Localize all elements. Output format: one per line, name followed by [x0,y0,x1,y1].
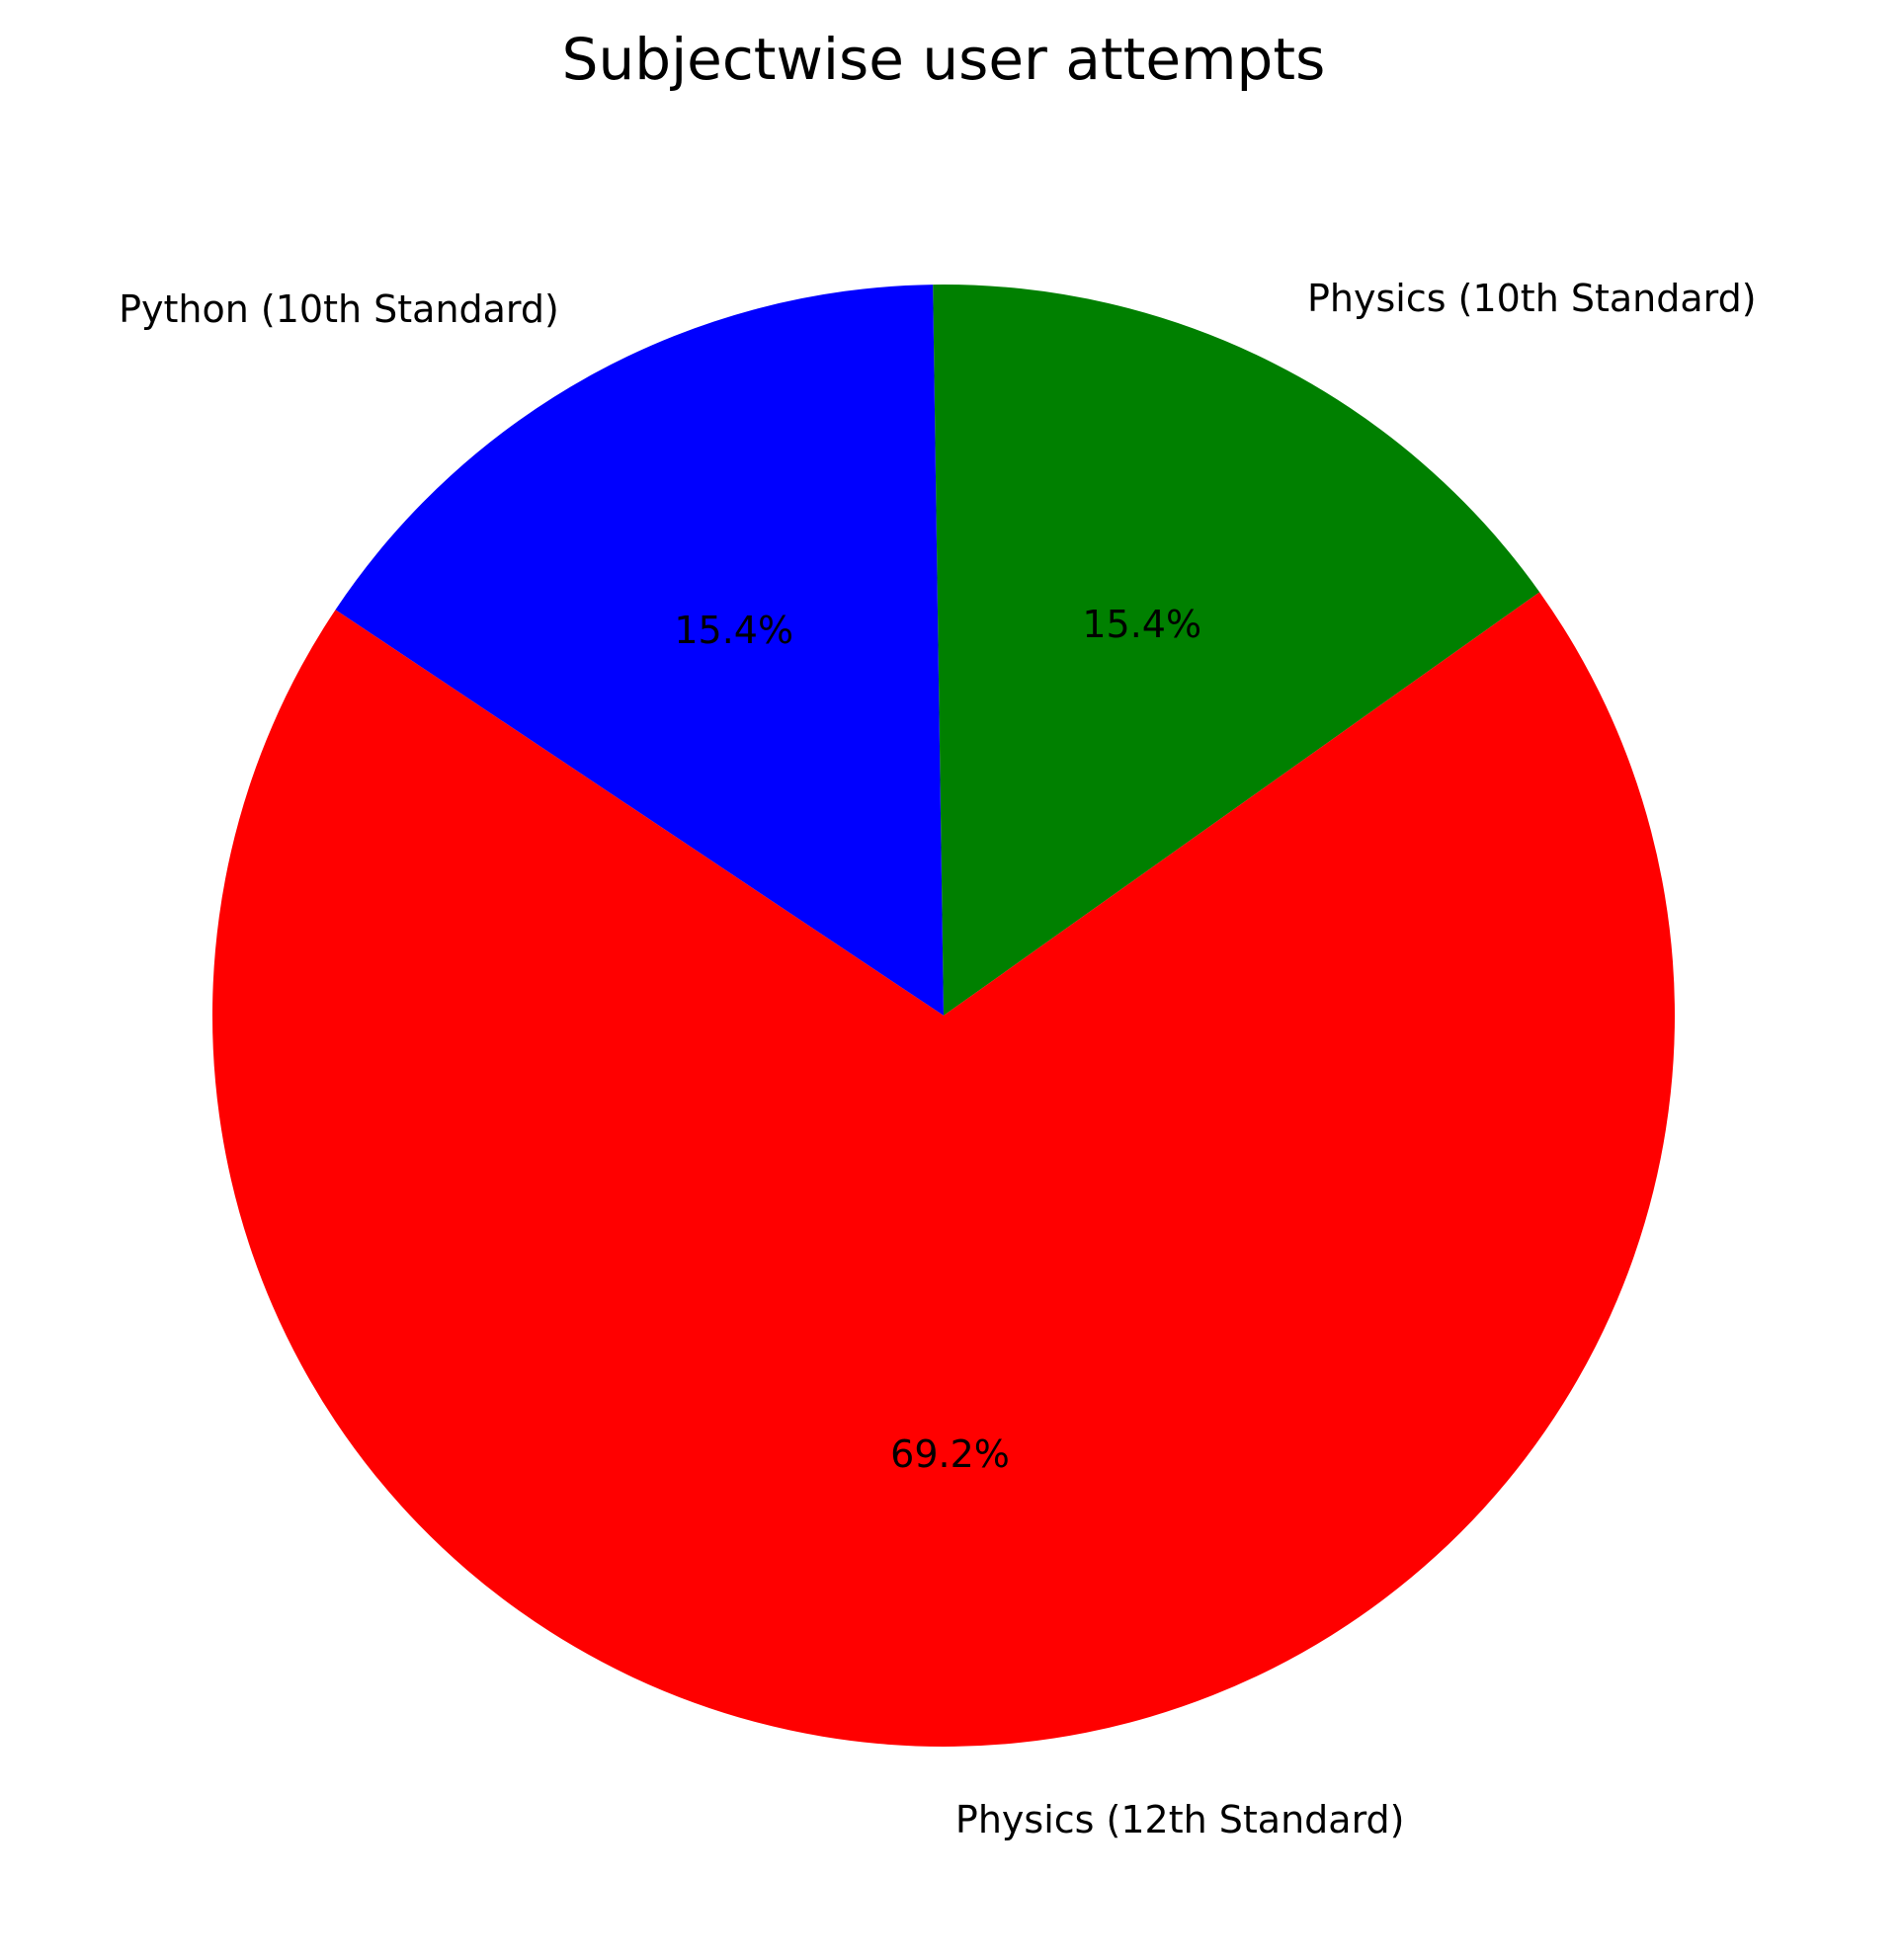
pie-slice-physics-12th-standard [211,592,1675,1747]
pct-label-physics-10th-standard: 15.4% [1082,603,1201,646]
pct-label-python-10th-standard: 15.4% [674,609,793,652]
slice-label-physics-10th-standard: Physics (10th Standard) [1307,277,1757,320]
pie-slice-python-10th-standard [335,285,944,1016]
pie-slices [211,285,1675,1747]
pie-labels: 15.4% Physics (10th Standard) 15.4% Python … [119,277,1756,1841]
slice-label-physics-12th-standard: Physics (12th Standard) [955,1798,1405,1841]
slice-label-python-10th-standard: Python (10th Standard) [119,287,559,331]
pie-slice-physics-10th-standard [933,285,1540,1016]
pct-label-physics-12th-standard: 69.2% [890,1432,1010,1476]
chart-title: Subjectwise user attempts [562,26,1326,93]
